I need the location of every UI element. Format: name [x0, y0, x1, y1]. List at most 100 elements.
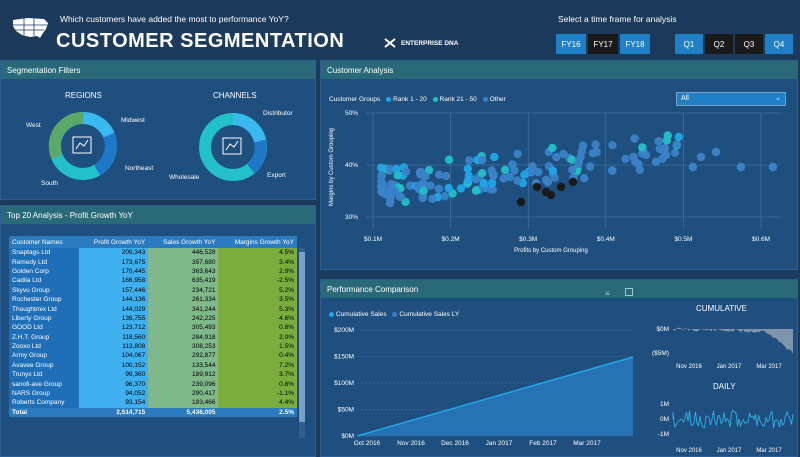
y-tick-label: 0M — [660, 416, 669, 423]
quarter-button-q4[interactable]: Q4 — [765, 34, 793, 54]
cell-profit-growth: 96,370 — [79, 379, 149, 389]
quarter-button-q3[interactable]: Q3 — [735, 34, 763, 54]
cell-customer: Rochester Group — [9, 294, 80, 305]
panel-title: Performance Comparison — [321, 280, 797, 298]
legend-item-rank21[interactable]: Rank 21 - 50 — [439, 96, 477, 103]
legend-dot-cum-ly — [392, 311, 398, 317]
scatter-point — [486, 185, 496, 194]
regions-donut[interactable] — [1, 101, 161, 201]
table-scrollbar[interactable] — [299, 248, 305, 438]
channels-donut[interactable] — [161, 101, 317, 201]
table-row[interactable]: Remedy Ltd 173,675 357,680 3.4% — [9, 257, 297, 267]
table-row[interactable]: NARS Group 94,052 290,417 -1.1% — [9, 388, 297, 399]
panel-title: Top 20 Analysis - Profit Growth YoY — [1, 206, 315, 224]
cell-margins-growth: 0.4% — [218, 351, 297, 361]
cell-customer: Cadila Ltd — [9, 276, 80, 286]
table-row[interactable]: Thoughtmix Ltd 144,029 341,244 5.3% — [9, 304, 297, 314]
performance-panel: Performance Comparison ≡ Cumulative Sale… — [320, 279, 798, 457]
x-tick-label: Jan 2017 — [486, 440, 513, 447]
scatter-point — [541, 187, 551, 197]
channels-title: CHANNELS — [213, 91, 257, 100]
group-dropdown[interactable]: All ⌄ — [676, 92, 786, 106]
cell-profit-growth: 144,029 — [79, 304, 149, 314]
cell-customer: Zooxo Ltd — [9, 341, 80, 352]
table-row[interactable]: Rochester Group 144,136 261,334 3.5% — [9, 294, 297, 305]
cell-margins-growth: 0.8% — [218, 323, 297, 333]
table-row[interactable]: GOOD Ltd 123,712 305,493 0.8% — [9, 323, 297, 333]
col-sales-growth[interactable]: Sales Growth YoY — [148, 236, 219, 248]
table-row[interactable]: sanofi-ave Group 96,370 239,096 0.8% — [9, 379, 297, 389]
legend-item-other[interactable]: Other — [489, 96, 506, 103]
table-row[interactable]: Skyvu Group 157,446 234,721 5.2% — [9, 285, 297, 295]
cell-customer: Roberts Company — [9, 398, 80, 408]
table-row[interactable]: Cadila Ltd 166,958 635,419 -2.5% — [9, 276, 297, 286]
cell-profit-growth: 99,360 — [79, 370, 149, 380]
scatter-chart[interactable]: 50% 40% 30% $0.1M $0.2M $0.3M $0.4M $0.5M $0.6M P… — [321, 107, 799, 267]
scatter-point — [419, 186, 428, 195]
table-row[interactable]: Roberts Company 93,154 183,466 4.4% — [9, 398, 297, 408]
timeframe-label: Select a time frame for analysis — [558, 14, 677, 24]
daily-mini-chart[interactable]: 1M 0M -1M Nov 2016 Jan 2017 Mar 2017 — [643, 394, 799, 456]
cell-sales-growth: 363,643 — [148, 266, 219, 277]
scatter-point — [674, 132, 683, 142]
scatter-point — [490, 152, 499, 162]
channel-label-wholesale: Wholesale — [169, 174, 200, 181]
table-row[interactable]: Liberty Group 136,755 242,225 4.6% — [9, 313, 297, 324]
expand-icon[interactable] — [625, 288, 633, 296]
scatter-point — [670, 148, 680, 157]
cell-margins-growth: 7.2% — [218, 360, 297, 371]
scatter-point — [508, 160, 517, 169]
x-tick-label: $0.6M — [752, 236, 770, 243]
table-row[interactable]: Army Group 104,067 292,877 0.4% — [9, 351, 297, 361]
scatter-point — [568, 165, 577, 175]
legend-item-rank1[interactable]: Rank 1 - 20 — [393, 96, 427, 103]
regions-title: REGIONS — [65, 91, 102, 100]
total-profit: 2,514,715 — [79, 407, 149, 418]
cumulative-area — [673, 327, 793, 354]
top20-table: Customer Names Profit Growth YoY Sales G… — [9, 236, 297, 418]
brand-name: ENTERPRISE DNA — [401, 39, 459, 47]
quarter-button-q1[interactable]: Q1 — [675, 34, 703, 54]
scatter-point — [440, 192, 449, 201]
focus-icon[interactable]: ≡ — [605, 289, 610, 298]
scatter-point — [696, 152, 706, 162]
cell-customer: Avavee Group — [9, 360, 80, 371]
quarter-button-q2[interactable]: Q2 — [705, 34, 733, 54]
scatter-point — [688, 162, 698, 172]
table-row[interactable]: Avavee Group 100,152 133,544 7.2% — [9, 360, 297, 371]
cell-sales-growth: 242,225 — [148, 313, 219, 324]
cell-customer: Trunyx Ltd — [9, 370, 80, 380]
cell-sales-growth: 239,096 — [148, 379, 219, 389]
table-header-row: Customer Names Profit Growth YoY Sales G… — [9, 236, 297, 248]
table-row[interactable]: Golden Corp 170,445 363,643 2.9% — [9, 266, 297, 277]
scrollbar-thumb[interactable] — [299, 252, 305, 422]
table-row[interactable]: Trunyx Ltd 99,360 189,912 3.7% — [9, 370, 297, 380]
cumulative-mini-chart[interactable]: $0M ($5M) Nov 2016 Jan 2017 Mar 2017 — [643, 316, 799, 372]
scatter-point — [444, 183, 453, 193]
col-margins-growth[interactable]: Margins Growth YoY — [218, 236, 297, 248]
legend-cumulative-sales-ly[interactable]: Cumulative Sales LY — [399, 311, 460, 318]
col-customer-names[interactable]: Customer Names — [9, 236, 80, 248]
table-row[interactable]: Snaptags Ltd 209,343 446,528 4.5% — [9, 248, 297, 258]
scatter-point — [441, 171, 451, 181]
cell-profit-growth: 94,052 — [79, 388, 149, 399]
cell-sales-growth: 635,419 — [148, 276, 219, 286]
cell-sales-growth: 189,912 — [148, 370, 219, 380]
cell-margins-growth: 4.6% — [218, 313, 297, 324]
year-button-fy18[interactable]: FY18 — [620, 34, 650, 54]
legend-dot-cum — [329, 311, 334, 317]
cell-customer: Z.H.T. Group — [9, 332, 80, 342]
cell-profit-growth: 136,755 — [79, 313, 149, 324]
scatter-point — [435, 170, 444, 179]
cell-margins-growth: 2.0% — [218, 332, 297, 342]
col-profit-growth[interactable]: Profit Growth YoY — [79, 236, 149, 248]
scatter-point — [552, 152, 561, 162]
year-button-fy17[interactable]: FY17 — [588, 34, 618, 54]
table-row[interactable]: Zooxo Ltd 113,808 308,253 1.5% — [9, 341, 297, 352]
legend-cumulative-sales[interactable]: Cumulative Sales — [336, 311, 387, 318]
channel-label-distributor: Distributor — [263, 110, 293, 117]
year-button-fy16[interactable]: FY16 — [556, 34, 586, 54]
table-row[interactable]: Z.H.T. Group 118,560 284,918 2.0% — [9, 332, 297, 342]
scatter-point — [489, 170, 498, 179]
